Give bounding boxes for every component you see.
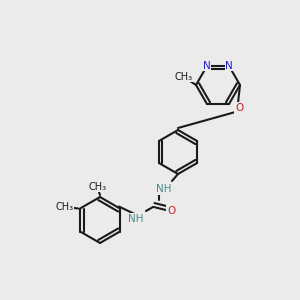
Text: CH₃: CH₃ [55, 202, 73, 212]
Text: NH: NH [156, 184, 172, 194]
Text: O: O [235, 103, 243, 113]
Text: N: N [225, 61, 233, 71]
Text: CH₃: CH₃ [175, 72, 193, 82]
Text: NH: NH [128, 214, 144, 224]
Text: N: N [203, 61, 211, 71]
Text: O: O [167, 206, 175, 216]
Text: CH₃: CH₃ [89, 182, 107, 192]
